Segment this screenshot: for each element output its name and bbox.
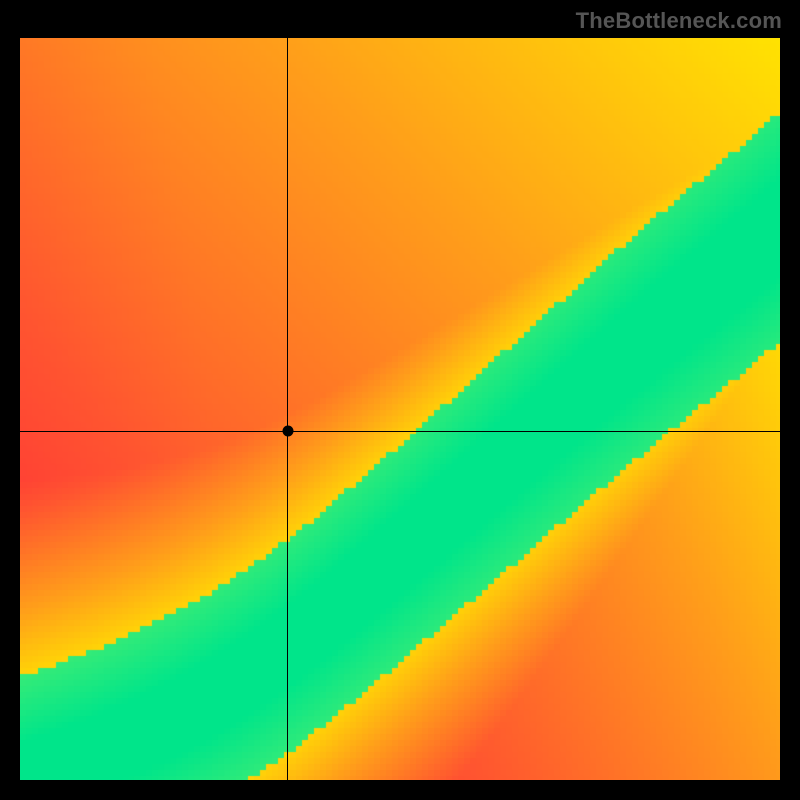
plot-area — [20, 38, 780, 780]
chart-container: TheBottleneck.com — [0, 0, 800, 800]
crosshair-marker — [282, 426, 293, 437]
heatmap-canvas — [20, 38, 780, 780]
watermark-text: TheBottleneck.com — [576, 8, 782, 34]
crosshair-horizontal — [20, 431, 780, 432]
crosshair-vertical — [287, 38, 288, 780]
